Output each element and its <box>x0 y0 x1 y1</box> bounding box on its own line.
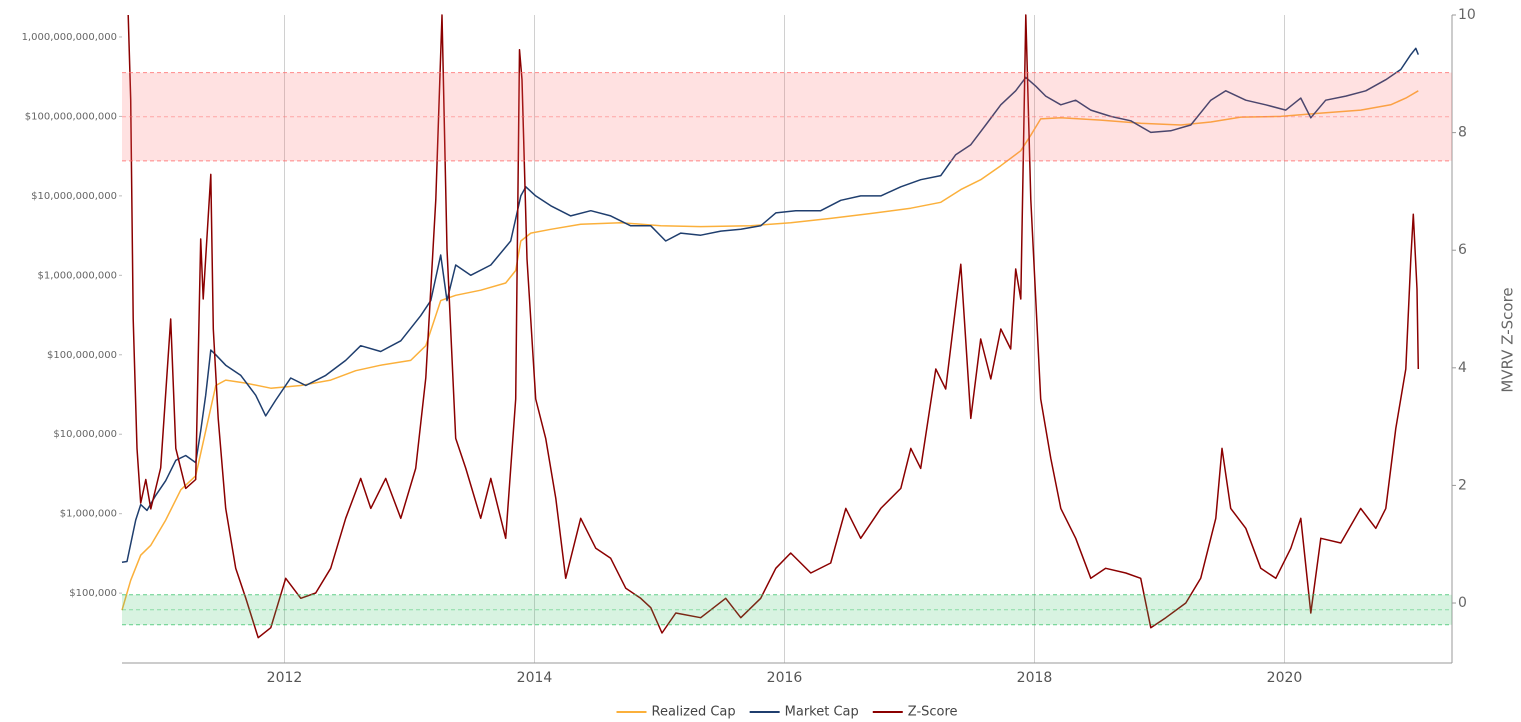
y2-tick-label: 10 <box>1458 7 1476 23</box>
y2-tick-label: 6 <box>1458 242 1467 258</box>
legend: Realized Cap Market Cap Z-Score <box>616 705 958 720</box>
y-tick-label: $1,000,000,000 <box>37 270 117 281</box>
y2-tick-label: 4 <box>1458 360 1467 376</box>
y-tick-label: $10,000,000,000 <box>31 191 117 202</box>
series-line <box>121 47 1419 563</box>
series-line <box>127 14 1420 639</box>
legend-label: Realized Cap <box>652 705 736 720</box>
x-tick-label: 2014 <box>517 670 553 686</box>
x-tick-label: 2012 <box>267 670 303 686</box>
legend-label: Market Cap <box>785 705 859 720</box>
y2-tick-label: 8 <box>1458 125 1467 141</box>
legend-label: Z-Score <box>908 705 958 720</box>
y2-tick-label: 2 <box>1458 477 1467 493</box>
y2-axis-title: MVRV Z-Score <box>1499 287 1517 392</box>
x-tick-label: 2016 <box>767 670 803 686</box>
x-tick-label: 2020 <box>1267 670 1303 686</box>
y-tick-label: $1,000,000 <box>60 509 117 520</box>
y-tick-label: $100,000,000 <box>47 350 117 361</box>
y-tick-label: $100,000,000,000 <box>25 111 117 122</box>
y2-tick-label: 0 <box>1458 595 1467 611</box>
y-tick-label: $10,000,000 <box>53 429 117 440</box>
series-line <box>121 90 1419 611</box>
x-tick-label: 2018 <box>1017 670 1053 686</box>
y-tick-label: $100,000 <box>69 588 117 599</box>
y-tick-label: 1,000,000,000,000 <box>22 32 117 43</box>
